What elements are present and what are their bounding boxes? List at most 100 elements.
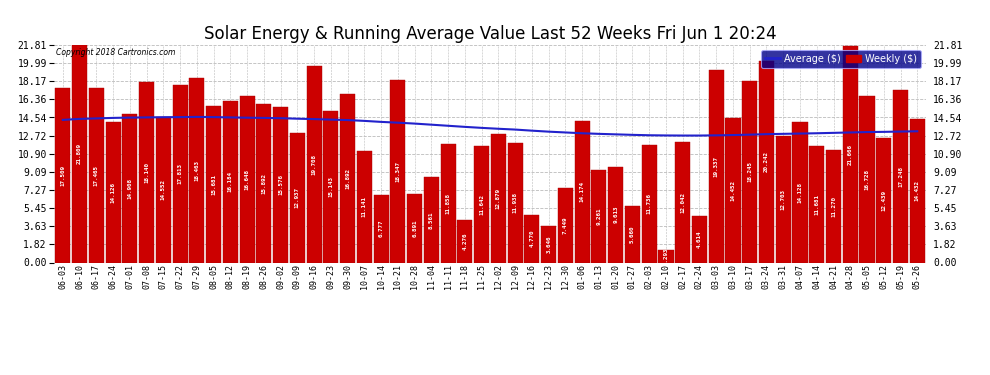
Text: 12.937: 12.937	[295, 188, 300, 209]
Bar	[591, 170, 607, 262]
Text: 7.449: 7.449	[563, 217, 568, 234]
Bar	[608, 166, 624, 262]
Text: 9.261: 9.261	[596, 208, 602, 225]
Text: 11.858: 11.858	[446, 193, 450, 214]
Text: 16.892: 16.892	[346, 168, 350, 189]
Text: 4.276: 4.276	[462, 232, 467, 250]
Text: 1.293: 1.293	[663, 247, 668, 265]
Text: 12.703: 12.703	[781, 189, 786, 210]
Text: 18.347: 18.347	[395, 160, 400, 182]
Text: 9.613: 9.613	[613, 206, 618, 224]
Text: 14.432: 14.432	[915, 180, 920, 201]
Text: 19.708: 19.708	[312, 154, 317, 175]
Bar	[542, 226, 556, 262]
Text: 15.143: 15.143	[329, 177, 334, 198]
Text: 3.646: 3.646	[546, 236, 551, 253]
Bar	[106, 122, 121, 262]
Bar	[373, 195, 389, 262]
Bar	[508, 144, 523, 262]
Text: 11.681: 11.681	[814, 194, 820, 215]
Bar	[273, 107, 288, 262]
Text: 4.770: 4.770	[530, 230, 535, 248]
Text: 6.891: 6.891	[412, 219, 417, 237]
Bar	[525, 215, 540, 262]
Bar	[491, 134, 506, 262]
Bar	[441, 144, 455, 262]
Text: 21.809: 21.809	[77, 143, 82, 164]
Bar	[859, 96, 874, 262]
Bar	[240, 96, 254, 262]
Text: 19.337: 19.337	[714, 156, 719, 177]
Bar	[692, 216, 707, 262]
Text: 8.561: 8.561	[429, 211, 434, 229]
Text: 11.938: 11.938	[513, 192, 518, 213]
Text: 16.728: 16.728	[864, 169, 869, 190]
Text: 11.642: 11.642	[479, 194, 484, 215]
Bar	[341, 94, 355, 262]
Text: 6.777: 6.777	[378, 220, 384, 237]
Text: 15.892: 15.892	[261, 173, 266, 194]
Text: Copyright 2018 Cartronics.com: Copyright 2018 Cartronics.com	[56, 48, 175, 57]
Bar	[675, 142, 690, 262]
Text: 17.813: 17.813	[177, 163, 182, 184]
Bar	[123, 114, 138, 262]
Bar	[189, 78, 204, 262]
Text: 12.042: 12.042	[680, 192, 685, 213]
Bar	[893, 90, 908, 262]
Text: 14.126: 14.126	[111, 182, 116, 203]
Bar	[726, 118, 741, 262]
Text: 20.242: 20.242	[764, 151, 769, 172]
Text: 4.614: 4.614	[697, 231, 702, 248]
Bar	[290, 134, 305, 262]
Bar	[742, 81, 757, 262]
Bar	[55, 88, 70, 262]
Bar	[910, 118, 925, 262]
Text: 18.140: 18.140	[145, 162, 149, 183]
Bar	[139, 82, 154, 262]
Text: 12.879: 12.879	[496, 188, 501, 209]
Bar	[424, 177, 439, 262]
Text: 17.465: 17.465	[94, 165, 99, 186]
Text: 11.270: 11.270	[831, 196, 836, 217]
Title: Solar Energy & Running Average Value Last 52 Weeks Fri Jun 1 20:24: Solar Energy & Running Average Value Las…	[204, 26, 776, 44]
Text: 15.576: 15.576	[278, 174, 283, 195]
Text: 11.141: 11.141	[362, 196, 367, 217]
Bar	[324, 111, 339, 262]
Bar	[72, 45, 87, 262]
Bar	[574, 121, 590, 262]
Text: 11.736: 11.736	[646, 194, 651, 214]
Text: 17.509: 17.509	[60, 165, 65, 186]
Bar	[842, 46, 857, 262]
Text: 16.648: 16.648	[245, 169, 249, 190]
Text: 16.184: 16.184	[228, 171, 233, 192]
Bar	[457, 220, 472, 262]
Bar	[256, 104, 271, 262]
Bar	[155, 117, 171, 262]
Bar	[776, 136, 791, 262]
Bar	[89, 88, 104, 262]
Bar	[642, 146, 656, 262]
Bar	[658, 250, 673, 262]
Bar	[809, 146, 825, 262]
Bar	[356, 152, 372, 262]
Bar	[625, 206, 640, 262]
Bar	[474, 146, 489, 262]
Bar	[876, 138, 891, 262]
Bar	[792, 122, 808, 262]
Text: 14.552: 14.552	[160, 180, 166, 201]
Bar	[826, 150, 842, 262]
Text: 15.681: 15.681	[211, 174, 216, 195]
Text: 14.908: 14.908	[128, 178, 133, 199]
Bar	[206, 106, 221, 262]
Bar	[390, 80, 406, 262]
Text: 18.463: 18.463	[194, 160, 199, 181]
Bar	[223, 101, 238, 262]
Bar	[709, 70, 724, 262]
Bar	[558, 188, 573, 262]
Text: 21.666: 21.666	[847, 144, 852, 165]
Bar	[172, 85, 188, 262]
Text: 17.248: 17.248	[898, 166, 903, 187]
Bar	[307, 66, 322, 262]
Text: 12.439: 12.439	[881, 190, 886, 211]
Text: 14.128: 14.128	[798, 182, 803, 203]
